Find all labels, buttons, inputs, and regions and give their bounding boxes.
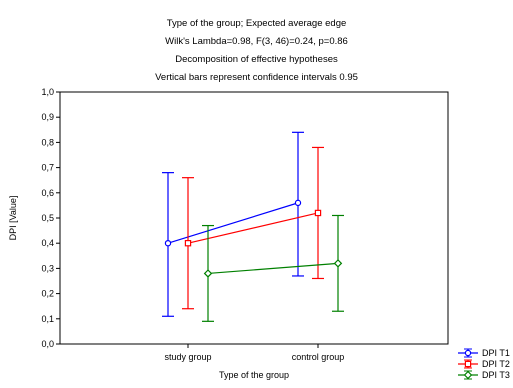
y-tick-label: 0,4 [41,238,54,248]
x-tick-label: study group [164,352,211,362]
y-axis-title: DPI [Value] [8,196,18,241]
y-tick-label: 0,2 [41,289,54,299]
title-line-3: Decomposition of effective hypotheses [175,54,338,65]
y-axis: 0,0 0,1 0,2 0,3 0,4 0,5 0,6 0,7 0,8 0,9 1,0 [41,87,60,349]
legend-label: DPI T2 [482,359,510,369]
legend-marker [464,360,472,368]
legend-item: DPI T2 [458,359,510,369]
data-point [184,240,192,247]
legend-item: DPI T1 [458,348,510,358]
y-tick-label: 0,1 [41,314,54,324]
legend-item: DPI T3 [458,370,510,380]
y-tick-label: 0,9 [41,112,54,122]
y-tick-label: 0,7 [41,163,54,173]
plot-area [59,91,449,345]
data-point [164,239,172,247]
series-line [207,262,339,275]
legend-label: DPI T3 [482,370,510,380]
y-tick-label: 0,0 [41,339,54,349]
y-tick-label: 1,0 [41,87,54,97]
title-line-1: Type of the group; Expected average edge [166,18,347,29]
data-point [314,209,322,217]
x-axis-title: Type of the group [219,370,289,380]
legend-marker [464,349,472,357]
y-tick-label: 0,6 [41,188,54,198]
data-point [294,199,302,207]
title-line-4: Vertical bars represent confidence inter… [155,72,358,83]
x-axis: study group control group [164,344,344,362]
y-tick-label: 0,3 [41,263,54,273]
series-layer [162,131,344,322]
data-point [333,259,343,268]
series-1 [162,131,304,317]
data-point [203,269,213,278]
series-line [187,212,319,244]
series-line [167,202,299,244]
series-2 [182,146,324,310]
series-3 [202,214,344,322]
legend-label: DPI T1 [482,348,510,358]
title-line-2: Wilk's Lambda=0.98, F(3, 46)=0.24, p=0.8… [165,36,348,47]
y-tick-label: 0,5 [41,213,54,223]
y-tick-label: 0,8 [41,137,54,147]
legend-marker [463,370,473,380]
x-tick-label: control group [292,352,345,362]
